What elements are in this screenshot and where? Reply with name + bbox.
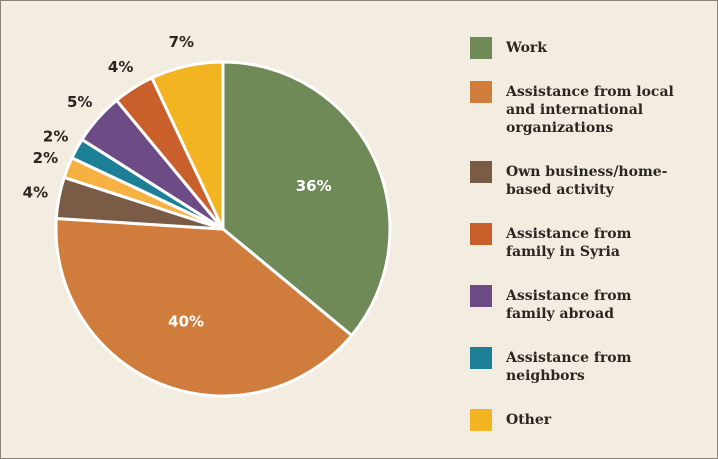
data-label: 36% [296, 177, 332, 195]
legend-swatch [470, 223, 492, 245]
data-label: 4% [23, 184, 48, 202]
data-label: 5% [67, 93, 92, 111]
data-label: 2% [33, 149, 58, 167]
legend-label: Own business/home-based activity [506, 164, 668, 198]
legend-swatch [470, 81, 492, 103]
legend-swatch [470, 161, 492, 183]
legend-label: Assistance from local and international or… [505, 84, 674, 136]
data-label: 40% [168, 313, 204, 331]
legend-label: Assistance from family abroad [505, 288, 632, 322]
legend-label: Assistance from neighbors [505, 350, 632, 384]
legend-swatch [470, 409, 492, 431]
legend-swatch [470, 285, 492, 307]
legend-label: Other [506, 412, 552, 428]
data-label: 4% [108, 58, 133, 76]
pie-slice [149, 60, 225, 230]
legend-swatch [470, 347, 492, 369]
pie-slice [221, 60, 392, 338]
legend-swatch [470, 37, 492, 59]
legend-label: Assistance from family in Syria [505, 226, 632, 260]
pie-slice [54, 216, 354, 398]
data-label: 2% [43, 127, 68, 145]
legend-label: Work [505, 40, 547, 56]
data-label: 7% [169, 33, 194, 51]
